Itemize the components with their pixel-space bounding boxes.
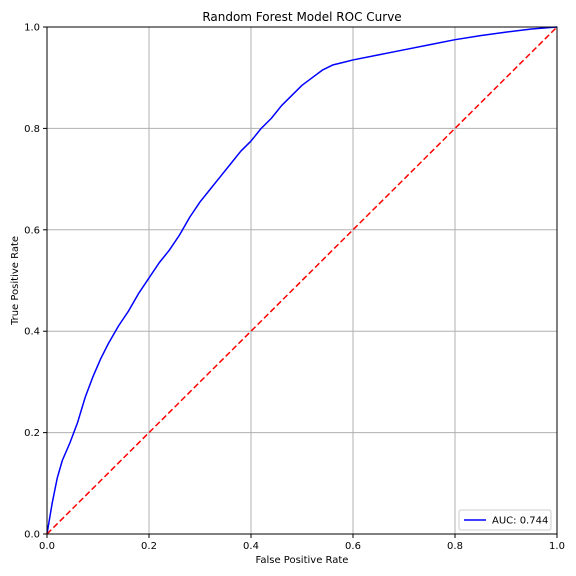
legend: AUC: 0.744 [458, 509, 552, 531]
ticks: 0.0 0.2 0.4 0.6 0.8 1.0 0.0 0.2 0.4 0.6 0.8 1.0 [24, 23, 565, 553]
x-tick-label: 0.8 [447, 541, 463, 552]
x-tick-label: 0.4 [243, 541, 259, 552]
chance-diagonal-line [46, 26, 558, 535]
y-axis-label: True Positive Rate [10, 236, 21, 326]
y-tick-label: 1.0 [24, 23, 40, 34]
x-axis-label: False Positive Rate [256, 555, 349, 566]
y-tick-label: 0.8 [24, 124, 40, 135]
plot-frame [46, 26, 558, 535]
grid [46, 26, 558, 535]
chart-title: Random Forest Model ROC Curve [202, 10, 401, 24]
x-tick-label: 0.2 [141, 541, 157, 552]
x-tick-label: 0.0 [39, 541, 55, 552]
legend-box [458, 509, 552, 531]
y-tick-label: 0.0 [24, 530, 40, 541]
series-layer [46, 26, 558, 535]
y-tick-label: 0.2 [24, 428, 40, 439]
x-tick-label: 0.6 [345, 541, 361, 552]
y-tick-label: 0.6 [24, 225, 40, 236]
roc-curve-line [46, 26, 558, 535]
y-tick-label: 0.4 [24, 327, 40, 338]
x-tick-label: 1.0 [549, 541, 565, 552]
legend-label: AUC: 0.744 [492, 516, 548, 527]
